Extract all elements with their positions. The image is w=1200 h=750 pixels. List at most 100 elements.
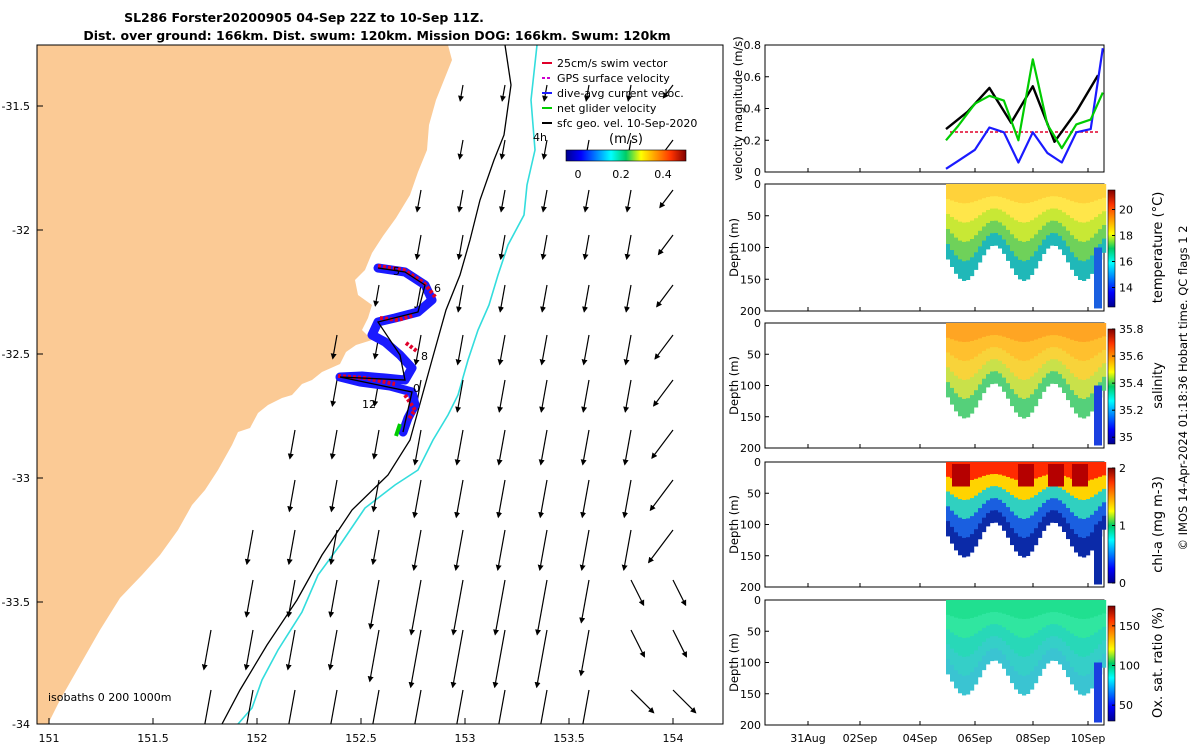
heatmap-cell (1078, 260, 1083, 280)
velocity-y-tick: 0 (754, 166, 761, 179)
heatmap-cell (990, 359, 995, 372)
heatmap-cell (1006, 615, 1011, 631)
heatmap-cell (1042, 239, 1047, 254)
velocity-arrow (580, 429, 590, 466)
heatmap-cell (1082, 361, 1087, 381)
heatmap-cell (1010, 217, 1015, 235)
heatmap-cell (970, 498, 975, 517)
velocity-arrow (412, 479, 422, 519)
heatmap-cell (970, 220, 975, 240)
heatmap-cell (1030, 202, 1035, 221)
heatmap-cell (1018, 397, 1023, 417)
heatmap-cell (1098, 367, 1103, 383)
velocity-arrow (622, 429, 632, 466)
velocity-y-tick: 0.6 (744, 71, 762, 84)
heatmap-cell (1014, 653, 1019, 672)
heatmap-cell (950, 200, 955, 218)
figure-title-line2: Dist. over ground: 166km. Dist. swum: 12… (83, 28, 670, 43)
heatmap-cell (1086, 600, 1091, 620)
heatmap-cell (1010, 356, 1015, 373)
heatmap-cell (946, 337, 951, 354)
heatmap-cell (1062, 641, 1067, 657)
heatmap-cell (1086, 184, 1091, 204)
heatmap-cell (1090, 184, 1095, 203)
heatmap-cell (966, 241, 971, 261)
heatmap-cell (1090, 237, 1095, 257)
heatmap-cell (1002, 323, 1007, 338)
heatmap-cell (970, 516, 975, 535)
heatmap-cell (1066, 600, 1071, 616)
heatmap-cell (998, 209, 1003, 223)
heatmap-cell (1058, 235, 1063, 250)
heatmap-cell (1046, 637, 1051, 651)
velocity-arrow (662, 84, 674, 99)
heatmap-cell (1030, 238, 1035, 257)
time-tick: 04Sep (903, 732, 938, 745)
heatmap-cell (1034, 217, 1039, 235)
heatmap-cell (1074, 618, 1079, 637)
heatmap-cell (1070, 633, 1075, 651)
heatmap-cell (974, 339, 979, 358)
heatmap-cell (1070, 184, 1075, 202)
heatmap-cell (1098, 184, 1103, 200)
heatmap-cell (1054, 323, 1059, 336)
heatmap-cell (954, 393, 959, 412)
heatmap-cell (950, 233, 955, 251)
heatmap-cell (978, 462, 983, 478)
heatmap-cell (1030, 479, 1035, 499)
heatmap-cell (1074, 184, 1079, 203)
heatmap-cell (998, 650, 1003, 664)
velocity-arrow (497, 334, 506, 366)
velocity-y-tick: 0.8 (744, 39, 762, 52)
heatmap-cell (1006, 353, 1011, 369)
heatmap-cell (958, 202, 963, 223)
colorbar-tick: 2 (1119, 462, 1126, 475)
heatmap-cell (1062, 475, 1067, 491)
heatmap-cell (1010, 372, 1015, 390)
colorbar-tick: 14 (1119, 282, 1133, 295)
heatmap-cell (1046, 348, 1051, 362)
velocity-arrow (408, 629, 422, 689)
velocity-series-line (945, 58, 1104, 150)
heatmap-cell (946, 614, 951, 631)
velocity-arrow (625, 189, 632, 213)
heatmap-cell (1034, 372, 1039, 390)
depth-tick: 100 (740, 519, 761, 532)
heatmap-cell (1094, 233, 1099, 251)
velocity-arrow (659, 189, 674, 209)
heatmap-cell (1062, 489, 1067, 505)
velocity-arrow (652, 379, 674, 407)
velocity-arrow (371, 429, 380, 460)
heatmap-cell (1010, 339, 1015, 357)
heatmap-cell (1002, 377, 1007, 392)
heatmap-cell (982, 240, 987, 256)
velocity-arrow (624, 284, 632, 313)
heatmap-cell (994, 486, 999, 499)
heatmap-cell (946, 506, 951, 522)
heatmap-cell (1086, 240, 1091, 260)
heatmap-cell (1014, 462, 1019, 481)
heatmap-cell (1010, 528, 1015, 546)
heatmap-cell (1102, 502, 1107, 517)
heatmap-cell (1102, 475, 1107, 490)
heatmap-cell (1078, 360, 1083, 380)
heatmap-cell (1086, 397, 1091, 417)
heatmap-cell (1054, 233, 1059, 246)
heatmap-cell (1074, 636, 1079, 655)
time-tick: 02Sep (843, 732, 878, 745)
depth-label: Depth (m) (727, 356, 741, 415)
map-y-tick: -31.5 (2, 100, 30, 113)
oxygen-panel: 0 50 100 150 200 Depth (m) 50 100 150 Ox. sat. ra… (727, 594, 1166, 732)
heatmap-cell (1066, 615, 1071, 632)
heatmap-cell (1046, 373, 1051, 387)
heatmap-cell (1062, 240, 1067, 256)
heatmap-cell (1018, 379, 1023, 399)
heatmap-cell (1054, 335, 1059, 348)
heatmap-cell (950, 250, 955, 267)
velocity-arrow (539, 379, 548, 413)
heatmap-cell (1078, 480, 1083, 501)
heatmap-cell (1002, 184, 1007, 199)
colorbar-tick: 16 (1119, 256, 1133, 269)
heatmap-cell (1074, 377, 1079, 396)
heatmap-cell (1074, 672, 1079, 691)
